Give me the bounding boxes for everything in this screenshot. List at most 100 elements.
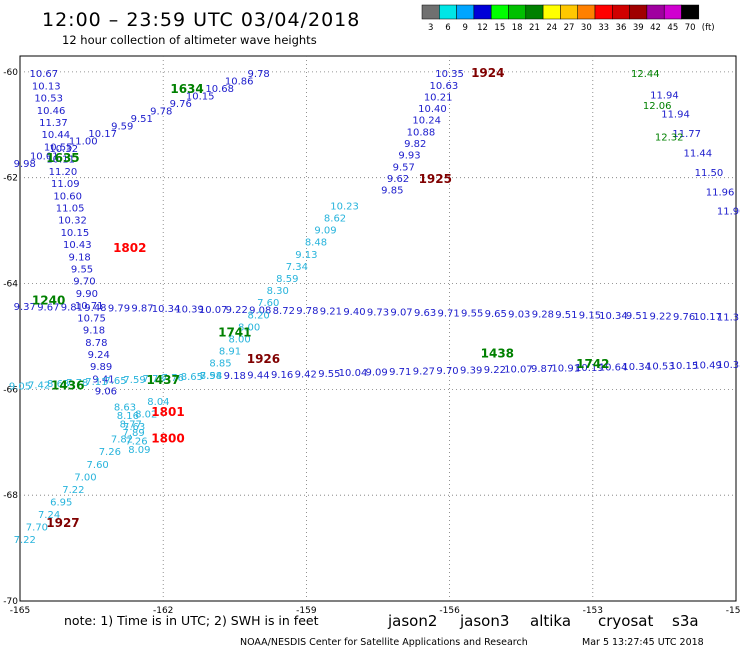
wave-height-value: 11.90 [717,207,740,218]
legend-swatch [646,4,665,20]
wave-height-value: 10.17 [88,129,117,140]
legend-value: 9 [463,23,468,33]
wave-height-value: 9.73 [367,307,389,318]
legend-value: 70 [685,23,696,33]
wave-height-value: 7.63 [123,422,145,433]
wave-height-value: 7.73 [143,374,165,385]
wave-height-value: 7.22 [14,535,36,546]
lon-tick-label: -150 [726,606,740,616]
wave-height-value: 7.59 [123,375,145,386]
grid [20,56,736,601]
pass-time-label: 1927 [46,516,79,530]
wave-height-value: 7.11 [85,377,107,388]
wave-height-value: 10.64 [599,363,628,374]
wave-height-value: 10.34 [152,304,181,315]
page-title: 12:00 – 23:59 UTC 03/04/2018 [42,9,360,31]
legend-value: 45 [667,23,678,33]
wave-height-value: 9.59 [111,122,133,133]
wave-height-value: 9.22 [226,305,248,316]
wave-height-value: 9.63 [414,308,436,319]
lat-tick-label: -62 [3,174,18,184]
legend-value: 42 [650,23,661,33]
wave-height-value: 9.22 [484,365,506,376]
wave-height-value: 10.86 [225,77,254,88]
wave-height-value: 10.68 [205,84,234,95]
lat-tick-label: -70 [3,597,18,607]
wave-height-value: 8.02 [135,410,157,421]
wave-height-value: 10.15 [61,228,90,239]
legend-value: 39 [633,23,644,33]
wave-height-value: 11.50 [695,168,724,179]
wave-height-value: 8.63 [114,403,136,414]
wave-height-value: 9.18 [224,371,246,382]
wave-height-value: 10.44 [41,130,70,141]
legend-swatch [421,4,440,20]
wave-height-value: 9.28 [532,310,554,321]
pass-time-label: 1742 [576,357,609,371]
satellite-legend: jason2 jason3 altika cryosat s3a [387,612,699,630]
wave-height-value: 11.20 [49,167,78,178]
wave-height-value: 9.55 [461,309,483,320]
wave-height-value: 12.44 [631,69,660,80]
pass-time-label: 1437 [146,373,179,387]
legend-swatch [594,4,613,20]
wave-height-value: 10.88 [407,127,436,138]
wave-height-value: 7.78 [66,378,88,389]
legend-value: 30 [581,23,592,33]
pass-time-label: 1926 [247,352,280,366]
wave-height-value: 12.06 [643,101,672,112]
wave-height-value: 9.57 [393,162,415,173]
wave-height-value: 8.65 [181,372,203,383]
wave-height-value: 8.63 [47,379,69,390]
lat-tick-label: -68 [3,491,18,501]
wave-height-value: 9.98 [14,159,36,170]
wave-height-value: 9.44 [247,370,269,381]
lat-tick-label: -60 [3,68,18,78]
wave-height-value: 9.78 [150,107,172,118]
wave-height-value: 9.76 [170,99,192,110]
pass-time-label: 1800 [151,431,184,445]
legend-swatch [577,4,596,20]
pass-time-label: 1925 [419,172,452,186]
wave-height-value: 9.82 [404,139,426,150]
lon-tick-label: -162 [153,606,173,616]
wave-height-value: 10.38 [717,360,740,371]
wave-height-value: 9.37 [14,302,36,313]
map-frame [19,55,737,602]
wave-height-value: 10.07 [199,305,228,316]
wave-height-value: 7.60 [257,298,279,309]
wave-height-value: 9.62 [387,174,409,185]
wave-height-value: 9.22 [649,312,671,323]
wave-height-value: 10.19 [575,363,604,374]
legend-swatch [525,4,544,20]
pass-time-label: 1240 [32,294,65,308]
satellite-name-jason2: jason2 [387,612,437,630]
wave-height-value: 8.20 [248,310,270,321]
wave-height-value: 8.77 [120,419,142,430]
wave-height-value: 9.71 [438,308,460,319]
wave-height-value: 10.91 [551,364,580,375]
altimeter-tracks: 10.6710.1310.5310.4611.3710.4410.5510.11… [9,69,740,546]
footer-stamp: Mar 5 13:27:45 UTC 2018 [582,637,704,648]
wave-height-value: 10.46 [37,106,66,117]
wave-height-value: 9.67 [37,302,59,313]
wave-height-value: 8.85 [209,359,231,370]
wave-height-value: 9.90 [76,289,98,300]
pass-time-label: 1634 [170,82,203,96]
wave-height-value: 11.37 [39,118,68,129]
wave-height-value: 7.42 [28,380,50,391]
wave-height-value: 9.05 [9,381,31,392]
wave-height-value: 11.94 [661,110,690,121]
wave-height-value: 10.55 [44,142,73,153]
legend-swatch [542,4,561,20]
wave-height-value: 9.27 [413,367,435,378]
wave-height-value: 10.23 [330,201,359,212]
wave-height-value: 10.32 [58,216,87,227]
wave-height-value: 7.26 [125,436,147,447]
wave-height-value: 10.67 [30,69,59,80]
wave-height-value: 9.79 [108,303,130,314]
wave-height-value: 7.89 [122,428,144,439]
legend-swatch [456,4,475,20]
legend-value: 6 [445,23,450,33]
wave-height-value: 8.00 [238,322,260,333]
